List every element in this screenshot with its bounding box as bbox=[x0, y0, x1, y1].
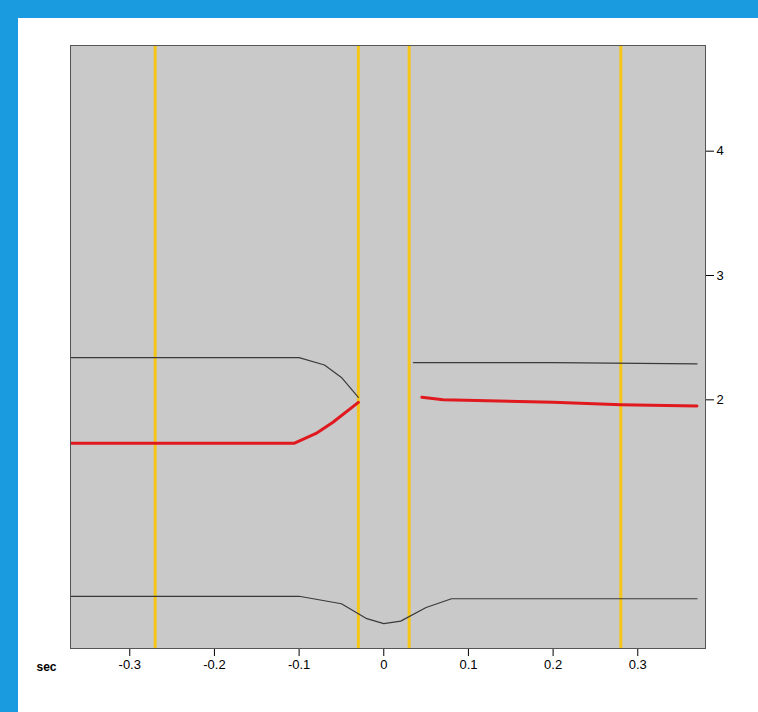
svg-text:0.3: 0.3 bbox=[629, 657, 647, 672]
svg-text:2: 2 bbox=[717, 392, 724, 407]
svg-text:0: 0 bbox=[380, 657, 387, 672]
svg-text:3: 3 bbox=[717, 268, 724, 283]
svg-text:0.2: 0.2 bbox=[544, 657, 562, 672]
svg-text:4: 4 bbox=[717, 143, 724, 158]
svg-text:0.1: 0.1 bbox=[459, 657, 477, 672]
svg-text:-0.2: -0.2 bbox=[203, 657, 225, 672]
svg-text:sec: sec bbox=[36, 660, 56, 674]
svg-text:-0.3: -0.3 bbox=[119, 657, 141, 672]
svg-text:-0.1: -0.1 bbox=[288, 657, 310, 672]
